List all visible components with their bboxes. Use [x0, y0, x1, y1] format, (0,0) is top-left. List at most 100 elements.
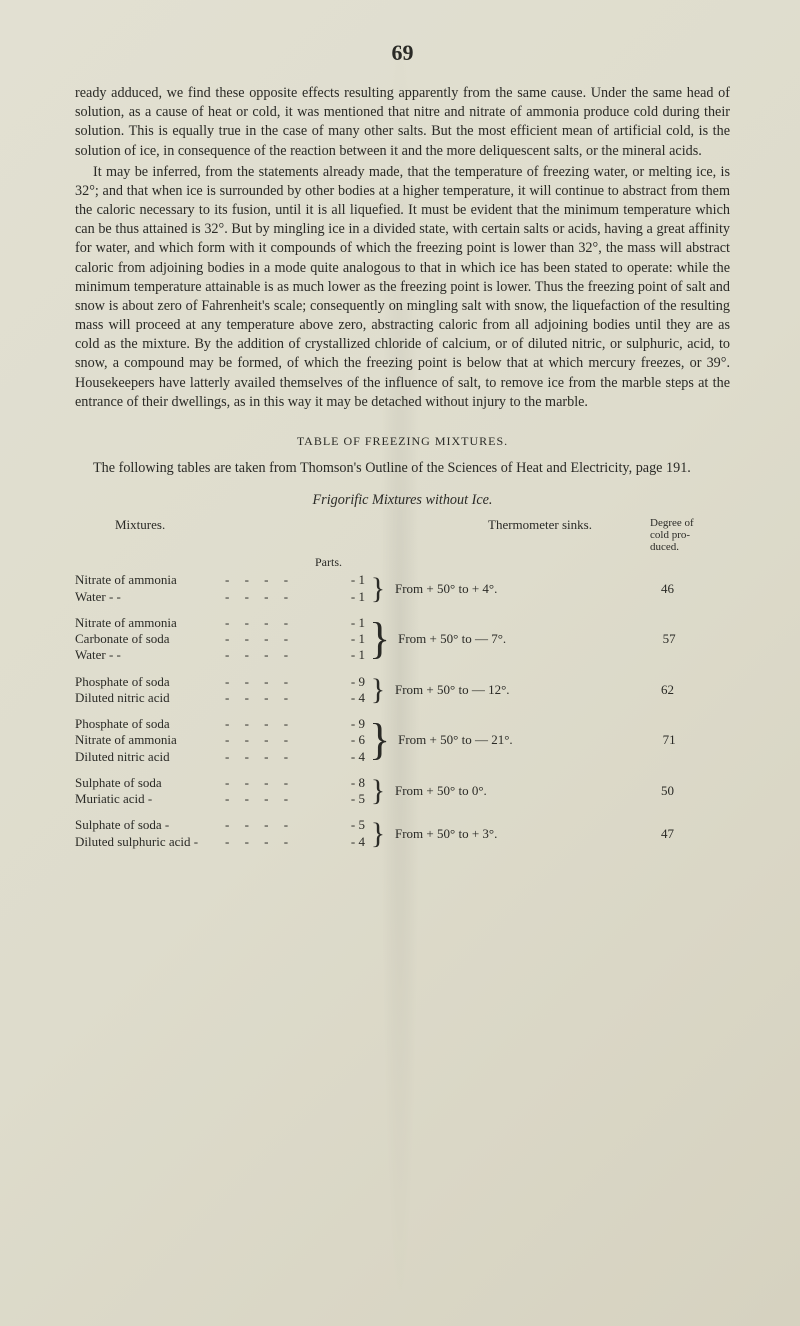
mixture-name: Diluted nitric acid — [75, 690, 225, 706]
brace-icon: } — [369, 681, 387, 699]
mixture-cell: Nitrate of ammonia- - - -Carbonate of so… — [75, 615, 305, 664]
mixture-line: Phosphate of soda- - - - — [75, 716, 305, 732]
parts-label: Parts. — [315, 555, 730, 570]
mixture-name: Diluted nitric acid — [75, 749, 225, 765]
degree-cell: 57 — [608, 631, 730, 647]
mixture-line: Nitrate of ammonia- - - - — [75, 615, 305, 631]
parts-value: - 4 — [305, 690, 365, 706]
thermometer-cell: From + 50° to — 12°. — [387, 682, 605, 698]
mixture-line: Muriatic acid -- - - - — [75, 791, 305, 807]
page-container: 69 ready adduced, we find these opposite… — [0, 0, 800, 1326]
brace-icon: } — [369, 626, 390, 652]
parts-cell: - 1- 1 — [305, 572, 369, 605]
leader-dashes: - - - - — [225, 615, 305, 631]
page-number: 69 — [75, 40, 730, 66]
parts-cell: - 9- 6- 4 — [305, 716, 369, 765]
leader-dashes: - - - - — [225, 834, 305, 850]
thermometer-cell: From + 50° to + 4°. — [387, 581, 605, 597]
intro-paragraph: The following tables are taken from Thom… — [75, 459, 730, 478]
table-row: Nitrate of ammonia- - - -Water - -- - - … — [75, 572, 730, 605]
leader-dashes: - - - - — [225, 631, 305, 647]
mixture-name: Nitrate of ammonia — [75, 572, 225, 588]
leader-dashes: - - - - — [225, 791, 305, 807]
mixture-name: Diluted sulphuric acid - — [75, 834, 225, 850]
mixture-cell: Phosphate of soda- - - -Nitrate of ammon… — [75, 716, 305, 765]
mixture-name: Phosphate of soda — [75, 716, 225, 732]
parts-value: - 1 — [305, 647, 365, 663]
mixture-line: Nitrate of ammonia- - - - — [75, 732, 305, 748]
deg-l2: cold pro- — [650, 529, 690, 541]
mixture-cell: Nitrate of ammonia- - - -Water - -- - - … — [75, 572, 305, 605]
mixture-name: Water - - — [75, 647, 225, 663]
paragraph-2: It may be inferred, from the statements … — [75, 163, 730, 412]
degree-cell: 46 — [605, 581, 730, 597]
mixture-line: Nitrate of ammonia- - - - — [75, 572, 305, 588]
mixture-name: Phosphate of soda — [75, 674, 225, 690]
col-header-mixtures: Mixtures. — [75, 517, 430, 553]
parts-value: - 1 — [305, 615, 365, 631]
degree-cell: 71 — [608, 732, 730, 748]
leader-dashes: - - - - — [225, 647, 305, 663]
mixture-name: Carbonate of soda — [75, 631, 225, 647]
leader-dashes: - - - - — [225, 749, 305, 765]
brace-icon: } — [369, 580, 387, 598]
mixture-name: Water - - — [75, 589, 225, 605]
paragraph-1: ready adduced, we find these opposite ef… — [75, 84, 730, 161]
thermometer-cell: From + 50° to — 7°. — [390, 631, 608, 647]
freezing-table: Mixtures. Thermometer sinks. Degree of c… — [75, 517, 730, 850]
parts-cell: - 5- 4 — [305, 817, 369, 850]
mixture-name: Sulphate of soda - — [75, 817, 225, 833]
degree-cell: 62 — [605, 682, 730, 698]
col-header-degree: Degree of cold pro- duced. — [650, 517, 750, 553]
parts-value: - 6 — [305, 732, 365, 748]
parts-value: - 9 — [305, 674, 365, 690]
table-row: Phosphate of soda- - - -Nitrate of ammon… — [75, 716, 730, 765]
mixture-name: Nitrate of ammonia — [75, 615, 225, 631]
leader-dashes: - - - - — [225, 732, 305, 748]
parts-cell: - 1- 1- 1 — [305, 615, 369, 664]
mixture-line: Sulphate of soda- - - - — [75, 775, 305, 791]
table-row: Nitrate of ammonia- - - -Carbonate of so… — [75, 615, 730, 664]
brace-icon: } — [369, 825, 387, 843]
degree-cell: 50 — [605, 783, 730, 799]
leader-dashes: - - - - — [225, 775, 305, 791]
parts-value: - 5 — [305, 817, 365, 833]
mixture-line: Carbonate of soda- - - - — [75, 631, 305, 647]
table-header-row: Mixtures. Thermometer sinks. Degree of c… — [75, 517, 730, 553]
parts-value: - 8 — [305, 775, 365, 791]
leader-dashes: - - - - — [225, 589, 305, 605]
mixture-line: Sulphate of soda -- - - - — [75, 817, 305, 833]
mixture-line: Water - -- - - - — [75, 589, 305, 605]
leader-dashes: - - - - — [225, 572, 305, 588]
leader-dashes: - - - - — [225, 716, 305, 732]
mixture-cell: Sulphate of soda -- - - -Diluted sulphur… — [75, 817, 305, 850]
mixture-line: Diluted sulphuric acid -- - - - — [75, 834, 305, 850]
mixture-line: Water - -- - - - — [75, 647, 305, 663]
thermometer-cell: From + 50° to — 21°. — [390, 732, 608, 748]
thermometer-cell: From + 50° to + 3°. — [387, 826, 605, 842]
sub-heading: Frigorific Mixtures without Ice. — [75, 492, 730, 509]
table-row: Sulphate of soda- - - -Muriatic acid -- … — [75, 775, 730, 808]
table-row: Phosphate of soda- - - -Diluted nitric a… — [75, 674, 730, 707]
mixture-name: Sulphate of soda — [75, 775, 225, 791]
mixture-name: Muriatic acid - — [75, 791, 225, 807]
deg-l3: duced. — [650, 541, 679, 553]
thermometer-cell: From + 50° to 0°. — [387, 783, 605, 799]
parts-value: - 1 — [305, 572, 365, 588]
table-rows-host: Nitrate of ammonia- - - -Water - -- - - … — [75, 572, 730, 850]
leader-dashes: - - - - — [225, 674, 305, 690]
parts-value: - 1 — [305, 589, 365, 605]
mixture-line: Diluted nitric acid- - - - — [75, 749, 305, 765]
section-heading: TABLE OF FREEZING MIXTURES. — [75, 434, 730, 449]
col-header-thermometer: Thermometer sinks. — [430, 517, 650, 553]
parts-value: - 5 — [305, 791, 365, 807]
parts-value: - 4 — [305, 749, 365, 765]
degree-cell: 47 — [605, 826, 730, 842]
leader-dashes: - - - - — [225, 690, 305, 706]
parts-value: - 1 — [305, 631, 365, 647]
parts-cell: - 9- 4 — [305, 674, 369, 707]
brace-icon: } — [369, 727, 390, 753]
mixture-line: Diluted nitric acid- - - - — [75, 690, 305, 706]
parts-value: - 9 — [305, 716, 365, 732]
deg-l1: Degree of — [650, 517, 694, 529]
